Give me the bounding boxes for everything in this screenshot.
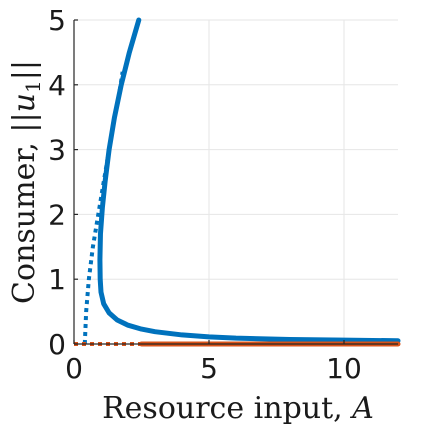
- x-axis-label: Resource input, A: [102, 391, 374, 424]
- y-tick-label: 4: [48, 69, 66, 102]
- x-tick-label: 10: [326, 352, 362, 385]
- blue-solid-series-line: [97, 17, 401, 344]
- series-layer: [74, 17, 401, 347]
- y-tick-label: 0: [48, 328, 66, 361]
- x-tick-label: 5: [200, 352, 218, 385]
- blue-dotted-series-line: [82, 71, 125, 345]
- y-axis-label: Consumer, ||u1||: [7, 60, 45, 304]
- axes: [73, 19, 398, 345]
- grid: [73, 19, 398, 345]
- y-tick-label: 5: [48, 4, 66, 37]
- x-tick-label: 0: [65, 352, 83, 385]
- y-tick-label: 3: [48, 134, 66, 167]
- y-tick-label: 1: [48, 263, 66, 296]
- tick-labels: 0 5 10 0 1 2 3 4 5: [48, 4, 362, 385]
- y-tick-label: 2: [48, 198, 66, 231]
